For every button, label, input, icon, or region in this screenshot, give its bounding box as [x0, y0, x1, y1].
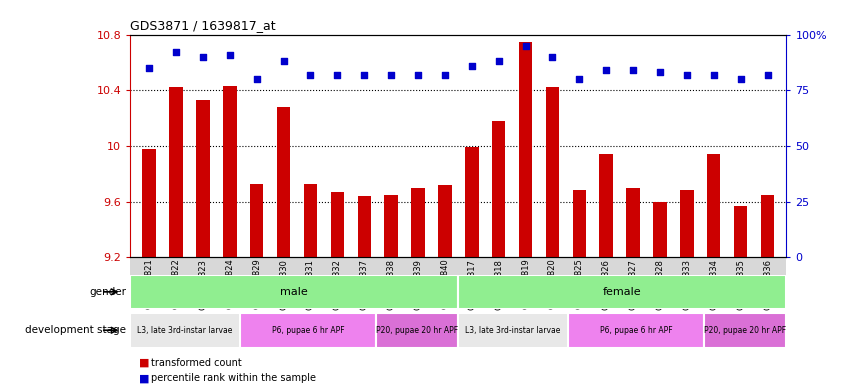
Point: [653, 70, 667, 76]
Bar: [130, 313, 240, 348]
Bar: [169, 88, 182, 257]
Point: [734, 76, 748, 82]
Bar: [519, 41, 532, 257]
Point: [277, 58, 290, 65]
Point: [519, 43, 532, 49]
Bar: [142, 149, 156, 257]
Bar: [357, 196, 371, 257]
Text: development stage: development stage: [25, 325, 126, 335]
Point: [707, 71, 721, 78]
Bar: [196, 100, 209, 257]
Bar: [704, 313, 786, 348]
Bar: [384, 195, 398, 257]
Bar: [600, 154, 613, 257]
Point: [169, 49, 182, 55]
Point: [357, 71, 371, 78]
Text: female: female: [603, 287, 642, 297]
Text: percentile rank within the sample: percentile rank within the sample: [151, 373, 316, 383]
Point: [223, 51, 236, 58]
Point: [573, 76, 586, 82]
Bar: [492, 121, 505, 257]
Point: [250, 76, 263, 82]
Bar: [411, 188, 425, 257]
Point: [331, 71, 344, 78]
Bar: [707, 154, 721, 257]
Bar: [653, 202, 667, 257]
Bar: [568, 313, 704, 348]
Point: [411, 71, 425, 78]
Point: [142, 65, 156, 71]
Text: GDS3871 / 1639817_at: GDS3871 / 1639817_at: [130, 19, 276, 32]
Text: P20, pupae 20 hr APF: P20, pupae 20 hr APF: [704, 326, 786, 335]
Point: [465, 63, 479, 69]
Bar: [250, 184, 263, 257]
Point: [546, 54, 559, 60]
Point: [196, 54, 209, 60]
Point: [761, 71, 775, 78]
Bar: [130, 275, 458, 309]
Bar: [458, 313, 568, 348]
Bar: [376, 313, 458, 348]
Bar: [761, 195, 775, 257]
Text: P6, pupae 6 hr APF: P6, pupae 6 hr APF: [600, 326, 672, 335]
Bar: [465, 147, 479, 257]
Text: L3, late 3rd-instar larvae: L3, late 3rd-instar larvae: [465, 326, 561, 335]
Text: ■: ■: [139, 358, 149, 368]
Text: transformed count: transformed count: [151, 358, 242, 368]
Text: ■: ■: [139, 373, 149, 383]
Bar: [277, 107, 290, 257]
Point: [492, 58, 505, 65]
Point: [304, 71, 317, 78]
Bar: [546, 88, 559, 257]
Bar: [627, 188, 640, 257]
Bar: [734, 206, 748, 257]
Point: [680, 71, 694, 78]
Bar: [331, 192, 344, 257]
Point: [600, 67, 613, 73]
Bar: [573, 190, 586, 257]
Text: gender: gender: [89, 287, 126, 297]
Text: P6, pupae 6 hr APF: P6, pupae 6 hr APF: [272, 326, 344, 335]
Point: [627, 67, 640, 73]
Bar: [240, 313, 376, 348]
Bar: [458, 275, 786, 309]
Text: male: male: [281, 287, 308, 297]
Bar: [223, 86, 236, 257]
Bar: [680, 190, 694, 257]
Bar: [438, 185, 452, 257]
Text: L3, late 3rd-instar larvae: L3, late 3rd-instar larvae: [137, 326, 233, 335]
Text: P20, pupae 20 hr APF: P20, pupae 20 hr APF: [376, 326, 458, 335]
Point: [384, 71, 398, 78]
Bar: [304, 184, 317, 257]
Point: [438, 71, 452, 78]
